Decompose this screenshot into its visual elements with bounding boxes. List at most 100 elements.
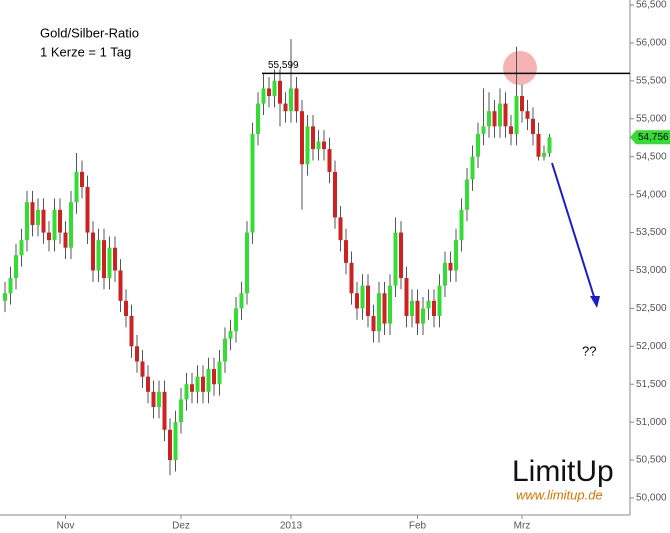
- candle-body: [289, 88, 293, 112]
- candle-body: [36, 209, 40, 225]
- candle-body: [305, 126, 310, 165]
- candle-body: [107, 247, 112, 279]
- candle-body: [476, 133, 480, 157]
- candle-body: [201, 376, 205, 392]
- candle-body: [256, 103, 260, 134]
- candle-body: [267, 88, 271, 97]
- candle-body: [470, 156, 475, 180]
- x-tick-label: Mrz: [514, 521, 531, 532]
- candle-body: [96, 240, 101, 271]
- candle-body: [272, 80, 277, 97]
- candle-body: [30, 202, 35, 225]
- candle-body: [327, 149, 332, 172]
- candle-body: [250, 133, 255, 233]
- candle-body: [344, 240, 348, 263]
- candle-body: [47, 232, 51, 241]
- candle-body: [234, 308, 238, 332]
- arrow-head: [590, 296, 600, 308]
- candle-body: [102, 240, 106, 279]
- candle-body: [465, 179, 469, 210]
- candle-body: [129, 315, 134, 347]
- candle-body: [448, 262, 453, 271]
- candle-body: [509, 126, 513, 134]
- candle-body: [184, 384, 189, 400]
- candle-body: [41, 209, 46, 233]
- candle-body: [173, 422, 178, 461]
- y-tick-label: 53,500: [636, 227, 667, 238]
- y-tick-label: 51,500: [636, 379, 667, 390]
- chart-subtitle: 1 Kerze = 1 Tag: [40, 44, 131, 59]
- candle-body: [459, 209, 464, 241]
- highlight-circle: [503, 51, 537, 85]
- candle-body: [294, 88, 299, 112]
- candle-body: [25, 202, 29, 241]
- candle-body: [135, 346, 139, 362]
- candle-body: [261, 88, 266, 104]
- x-tick-label: 2013: [280, 521, 303, 532]
- candle-body: [366, 285, 370, 316]
- candle-body: [531, 118, 535, 134]
- chart-title: Gold/Silber-Ratio: [40, 25, 139, 40]
- resistance-label: 55,599: [268, 60, 299, 71]
- candle-body: [124, 300, 128, 316]
- candle-body: [437, 285, 442, 316]
- logo-url: www.limitup.de: [516, 487, 603, 502]
- y-tick-label: 51,000: [636, 417, 667, 428]
- candle-body: [168, 429, 172, 461]
- candle-body: [245, 232, 249, 294]
- candle-body: [421, 308, 425, 324]
- candle-body: [410, 300, 414, 316]
- candle-body: [498, 103, 502, 127]
- candle-body: [239, 293, 244, 309]
- candle-body: [547, 137, 552, 153]
- candle-body: [206, 369, 211, 392]
- candle-body: [52, 209, 57, 241]
- candle-body: [179, 399, 183, 423]
- candle-body: [157, 391, 161, 407]
- last-value-tag: [630, 130, 670, 145]
- candle-body: [228, 331, 233, 339]
- candle-body: [536, 133, 541, 157]
- y-tick-label: 54,000: [636, 189, 667, 200]
- y-tick-label: 54,500: [636, 151, 667, 162]
- candle-body: [3, 293, 7, 301]
- x-tick-label: Dez: [172, 521, 190, 532]
- candle-body: [492, 111, 497, 127]
- y-tick-label: 53,000: [636, 265, 667, 276]
- y-tick-label: 55,000: [636, 113, 667, 124]
- candle-body: [212, 369, 216, 385]
- candle-body: [278, 80, 282, 104]
- y-tick-label: 56,000: [636, 38, 667, 49]
- candle-body: [399, 232, 403, 279]
- candle-body: [349, 262, 354, 294]
- candle-body: [140, 361, 145, 377]
- logo: LimitUp: [512, 455, 614, 488]
- candle-body: [481, 126, 486, 134]
- candle-body: [520, 96, 524, 112]
- y-tick-label: 56,500: [636, 0, 667, 11]
- candle-body: [525, 111, 530, 119]
- candle-body: [382, 293, 387, 324]
- candle-body: [503, 103, 508, 127]
- candle-body: [118, 270, 123, 301]
- y-tick-label: 52,000: [636, 341, 667, 352]
- candle-body: [8, 278, 13, 294]
- candle-body: [146, 376, 150, 392]
- candle-body: [58, 209, 62, 233]
- candle-body: [63, 232, 68, 248]
- candle-body: [217, 361, 222, 385]
- candle-body: [300, 111, 304, 165]
- candle-body: [360, 285, 365, 309]
- candle-body: [454, 240, 458, 271]
- arrow: [551, 162, 597, 304]
- candle-body: [404, 278, 409, 316]
- y-tick-label: 52,500: [636, 303, 667, 314]
- candle-body: [415, 300, 420, 324]
- candle-body: [283, 103, 288, 112]
- candle-body: [311, 126, 315, 150]
- candle-body: [14, 255, 18, 279]
- candle-body: [355, 293, 359, 309]
- candle-body: [426, 300, 431, 309]
- candle-body: [69, 202, 73, 248]
